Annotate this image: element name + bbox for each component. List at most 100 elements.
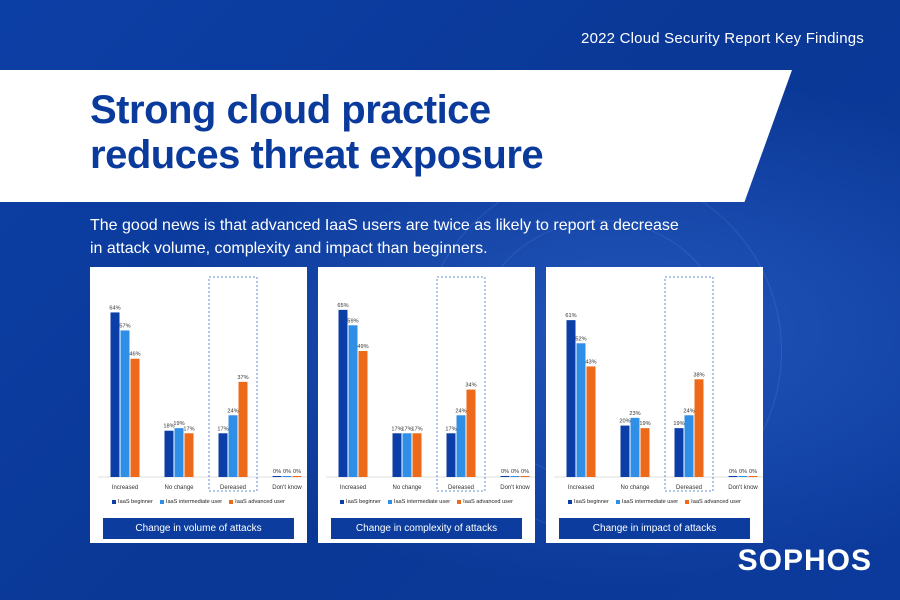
category-label: No change	[620, 485, 650, 491]
chart-panel-volume: 64% 57% 46% Increased 18% 19% 17% No change 17% 2…	[90, 267, 307, 543]
data-label: 17%	[391, 426, 402, 432]
data-label: 17%	[411, 426, 422, 432]
category-label: Don't know	[500, 485, 530, 491]
data-label: 18%	[163, 424, 174, 430]
headline-line-2: reduces threat exposure	[90, 133, 544, 177]
data-label: 65%	[337, 303, 348, 309]
bar	[586, 366, 596, 477]
legend-item: IaaS beginner	[112, 499, 153, 505]
bar	[456, 415, 466, 477]
data-label: 19%	[639, 421, 650, 427]
data-label: 38%	[693, 372, 704, 378]
data-label: 52%	[575, 336, 586, 342]
legend-swatch	[159, 500, 164, 504]
bar	[566, 320, 576, 477]
chart-caption: Change in impact of attacks	[559, 518, 750, 539]
bar	[120, 330, 130, 477]
page-title: Strong cloud practice reduces threat exp…	[90, 88, 544, 178]
bar	[576, 343, 586, 477]
data-label: 24%	[683, 408, 694, 414]
bar	[282, 476, 292, 477]
data-label: 43%	[585, 359, 596, 365]
bar	[174, 428, 184, 477]
data-label: 24%	[455, 408, 466, 414]
category-label: Don't know	[728, 485, 758, 491]
data-label: 0%	[729, 469, 737, 475]
legend-swatch	[457, 500, 462, 504]
legend-label: IaaS intermediate user	[621, 499, 679, 505]
bar	[728, 476, 738, 477]
legend-item: IaaS beginner	[568, 499, 609, 505]
category-label: No change	[164, 485, 194, 491]
subtitle-line-2: in attack volume, complexity and impact …	[90, 240, 488, 257]
legend-item: IaaS intermediate user	[387, 499, 450, 505]
data-label: 0%	[749, 469, 757, 475]
sophos-logo: SOPHOS	[737, 544, 872, 577]
chart-legend: IaaS beginner IaaS intermediate user IaaS …	[318, 499, 535, 505]
bar	[466, 389, 476, 477]
legend-label: IaaS advanced user	[235, 499, 285, 505]
chart-legend: IaaS beginner IaaS intermediate user IaaS …	[90, 499, 307, 505]
subtitle: The good news is that advanced IaaS user…	[90, 214, 730, 260]
data-label: 19%	[173, 421, 184, 427]
data-label: 0%	[521, 469, 529, 475]
subtitle-line-1: The good news is that advanced IaaS user…	[90, 217, 679, 234]
bar	[520, 476, 530, 477]
data-label: 0%	[283, 469, 291, 475]
legend-swatch	[229, 500, 234, 504]
chart-caption: Change in complexity of attacks	[331, 518, 522, 539]
bar	[392, 433, 402, 477]
legend-label: IaaS beginner	[118, 499, 153, 505]
category-label: Dereased	[220, 485, 246, 491]
bar	[738, 476, 748, 477]
bar	[164, 430, 174, 477]
data-label: 19%	[673, 421, 684, 427]
legend-label: IaaS advanced user	[691, 499, 741, 505]
data-label: 17%	[217, 426, 228, 432]
chart-caption: Change in volume of attacks	[103, 518, 294, 539]
data-label: 0%	[273, 469, 281, 475]
bar	[338, 309, 348, 477]
headline-banner	[0, 70, 792, 202]
category-label: Increased	[112, 485, 138, 491]
category-label: Increased	[340, 485, 366, 491]
bar	[684, 415, 694, 477]
category-label: Dereased	[448, 485, 474, 491]
legend-swatch	[615, 500, 620, 504]
data-label: 24%	[227, 408, 238, 414]
legend-item: IaaS intermediate user	[615, 499, 679, 505]
data-label: 17%	[445, 426, 456, 432]
legend-label: IaaS beginner	[574, 499, 609, 505]
category-label: Don't know	[272, 485, 302, 491]
bar	[748, 476, 758, 477]
legend-label: IaaS beginner	[346, 499, 381, 505]
data-label: 0%	[293, 469, 301, 475]
legend-item: IaaS advanced user	[229, 499, 285, 505]
data-label: 17%	[183, 426, 194, 432]
bar	[358, 351, 368, 477]
bar	[412, 433, 422, 477]
data-label: 17%	[401, 426, 412, 432]
bar	[130, 358, 140, 477]
bar	[446, 433, 456, 477]
chart-panel-impact: 61% 52% 43% Increased 20% 23% 19% No change 19% 2…	[546, 267, 763, 543]
data-label: 49%	[357, 344, 368, 350]
bar	[110, 312, 120, 477]
data-label: 0%	[739, 469, 747, 475]
data-label: 23%	[629, 411, 640, 417]
legend-swatch	[112, 500, 117, 504]
data-label: 61%	[565, 313, 576, 319]
legend-item: IaaS beginner	[340, 499, 381, 505]
chart-panel-complexity: 65% 59% 49% Increased 17% 17% 17% No change 17% 2…	[318, 267, 535, 543]
legend-swatch	[387, 500, 392, 504]
bar	[272, 476, 282, 477]
data-label: 57%	[119, 323, 130, 329]
legend-swatch	[685, 500, 690, 504]
data-label: 59%	[347, 318, 358, 324]
highlight-box	[208, 276, 258, 492]
bar	[402, 433, 412, 477]
legend-item: IaaS intermediate user	[159, 499, 222, 505]
data-label: 46%	[129, 352, 140, 358]
headline-line-1: Strong cloud practice	[90, 88, 491, 132]
